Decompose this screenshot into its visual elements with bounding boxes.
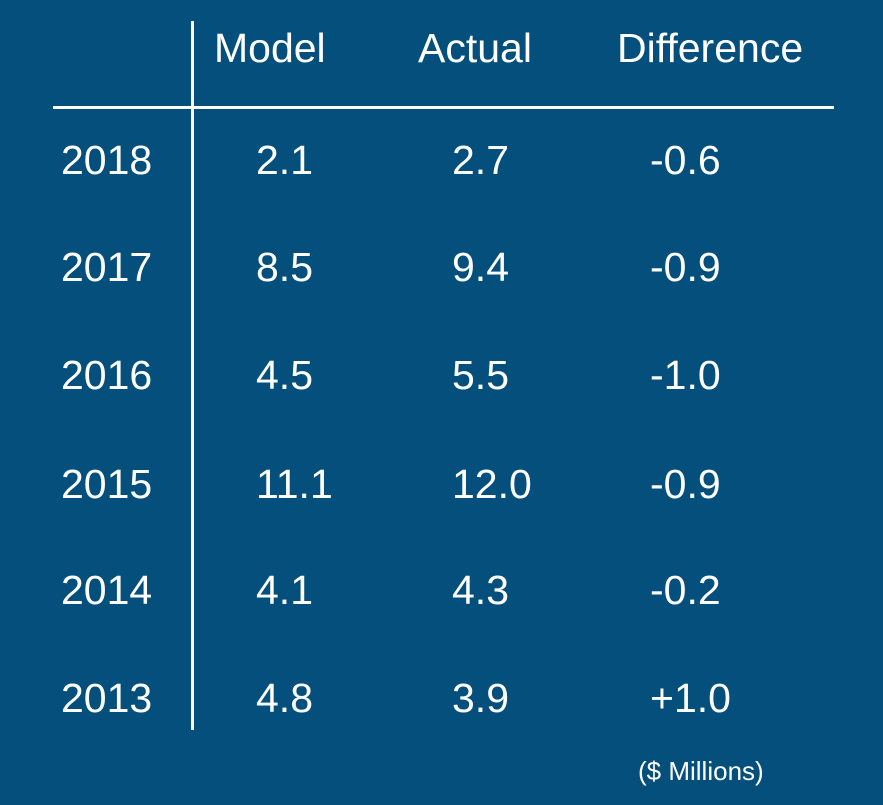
cell-actual: 5.5 <box>452 352 509 398</box>
header-divider <box>53 106 834 109</box>
cell-difference: -0.9 <box>650 244 721 290</box>
column-header-actual: Actual <box>418 25 532 71</box>
cell-actual: 2.7 <box>452 137 509 183</box>
cell-difference: -0.9 <box>650 461 721 507</box>
cell-actual: 3.9 <box>452 675 509 721</box>
cell-year: 2017 <box>61 244 153 290</box>
cell-difference: +1.0 <box>650 675 731 721</box>
cell-difference: -0.6 <box>650 137 721 183</box>
cell-year: 2013 <box>61 675 153 721</box>
cell-year: 2014 <box>61 567 153 613</box>
cell-actual: 12.0 <box>452 461 532 507</box>
cell-year: 2018 <box>61 137 153 183</box>
cell-model: 4.5 <box>256 352 313 398</box>
unit-note: ($ Millions) <box>638 756 764 786</box>
cell-model: 4.8 <box>256 675 313 721</box>
column-header-difference: Difference <box>617 25 804 71</box>
cell-model: 11.1 <box>256 461 333 507</box>
vertical-divider <box>191 21 194 730</box>
column-header-model: Model <box>214 25 326 71</box>
cell-year: 2015 <box>61 461 153 507</box>
cell-actual: 4.3 <box>452 567 509 613</box>
cell-model: 8.5 <box>256 244 313 290</box>
cell-actual: 9.4 <box>452 244 509 290</box>
cell-model: 2.1 <box>256 137 313 183</box>
cell-year: 2016 <box>61 352 153 398</box>
cell-difference: -0.2 <box>650 567 721 613</box>
cell-model: 4.1 <box>256 567 313 613</box>
cell-difference: -1.0 <box>650 352 721 398</box>
